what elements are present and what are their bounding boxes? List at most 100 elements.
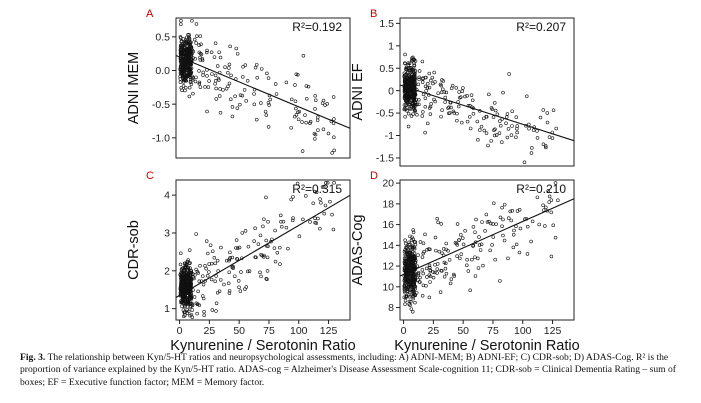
scatter-point — [314, 221, 319, 225]
y-tick-label: 1 — [388, 40, 394, 52]
scatter-point — [184, 85, 188, 90]
scatter-point — [200, 58, 205, 63]
scatter-point — [305, 97, 309, 101]
scatter-point — [492, 101, 497, 105]
scatter-point — [182, 78, 186, 83]
scatter-point — [449, 277, 454, 281]
scatter-point — [402, 103, 407, 107]
regression-line — [399, 84, 575, 142]
scatter-point — [274, 92, 279, 96]
scatter-point — [290, 218, 295, 223]
scatter-point — [541, 108, 546, 112]
scatter-point — [457, 90, 461, 94]
data-points — [402, 52, 558, 164]
scatter-point — [443, 100, 447, 104]
scatter-point — [494, 133, 499, 137]
scatter-point — [459, 252, 463, 256]
scatter-point — [198, 264, 202, 268]
scatter-point — [404, 245, 408, 250]
chart-panel-d: 8 10 12 14 16 18 20 0 25 50 75 100 125 D R²=0.210 ADAS-… — [350, 170, 580, 354]
scatter-point — [178, 74, 182, 79]
scatter-point — [330, 212, 334, 217]
scatter-point — [484, 212, 489, 217]
scatter-point — [501, 233, 505, 238]
regression-line — [175, 194, 351, 298]
scatter-point — [525, 224, 530, 229]
x-tick-label: 0 — [177, 325, 183, 337]
scatter-point — [319, 201, 323, 205]
figure-caption: Fig. 3. The relationship between Kyn/5-H… — [20, 352, 684, 389]
scatter-point — [437, 249, 442, 254]
scatter-point — [200, 274, 205, 278]
scatter-point — [556, 198, 560, 202]
scatter-point — [332, 181, 336, 185]
plot-frame — [175, 179, 351, 321]
scatter-point — [284, 225, 289, 230]
scatter-point — [491, 235, 495, 239]
scatter-point — [231, 266, 235, 271]
scatter-point — [243, 287, 247, 291]
scatter-point — [198, 55, 202, 60]
scatter-point — [256, 242, 261, 246]
scatter-point — [242, 88, 247, 92]
scatter-point — [275, 251, 280, 255]
scatter-point — [427, 85, 432, 90]
scatter-point — [181, 84, 186, 88]
scatter-point — [454, 86, 459, 90]
scatter-point — [406, 289, 410, 293]
scatter-point — [527, 126, 531, 131]
scatter-point — [219, 245, 223, 250]
scatter-point — [416, 253, 420, 257]
scatter-point — [405, 252, 410, 256]
scatter-point — [546, 189, 550, 193]
scatter-point — [473, 230, 477, 234]
scatter-point — [216, 76, 221, 81]
scatter-point — [332, 148, 336, 153]
scatter-point — [190, 51, 194, 56]
y-tick-label: -0.5 — [376, 108, 394, 120]
scatter-point — [304, 84, 309, 88]
scatter-point — [535, 136, 540, 140]
scatter-point — [553, 181, 558, 185]
scatter-point — [408, 102, 413, 107]
scatter-point — [189, 294, 193, 299]
scatter-point — [420, 80, 425, 84]
scatter-point — [238, 289, 243, 293]
scatter-point — [447, 258, 452, 262]
scatter-point — [217, 78, 221, 82]
scatter-point — [468, 288, 472, 293]
scatter-point — [403, 115, 407, 119]
scatter-point — [181, 270, 185, 275]
scatter-point — [217, 94, 222, 98]
scatter-point — [259, 274, 263, 279]
scatter-point — [476, 256, 480, 261]
scatter-point — [406, 285, 411, 289]
scatter-point — [293, 114, 297, 119]
scatter-point — [300, 149, 305, 153]
scatter-point — [403, 298, 408, 303]
scatter-point — [188, 313, 192, 318]
scatter-point — [429, 78, 433, 83]
scatter-point — [266, 101, 271, 105]
scatter-point — [237, 245, 242, 250]
panel-letter: D — [370, 170, 378, 182]
scatter-point — [246, 269, 250, 274]
scatter-point — [412, 104, 416, 109]
y-tick-label: 0.0 — [155, 65, 170, 77]
scatter-point — [186, 63, 190, 67]
x-tick-label: 50 — [457, 325, 469, 337]
scatter-point — [243, 63, 248, 67]
scatter-point — [406, 111, 411, 116]
scatter-point — [413, 92, 418, 97]
scatter-point — [184, 78, 188, 83]
scatter-point — [452, 111, 456, 115]
data-points — [402, 181, 560, 314]
scatter-point — [483, 229, 487, 233]
scatter-point — [427, 71, 432, 76]
scatter-point — [240, 231, 245, 235]
scatter-point — [188, 43, 193, 47]
scatter-point — [266, 220, 270, 224]
caption-text: The relationship between Kyn/5-HT ratios… — [20, 352, 677, 388]
scatter-point — [205, 109, 209, 114]
scatter-point — [204, 239, 209, 243]
